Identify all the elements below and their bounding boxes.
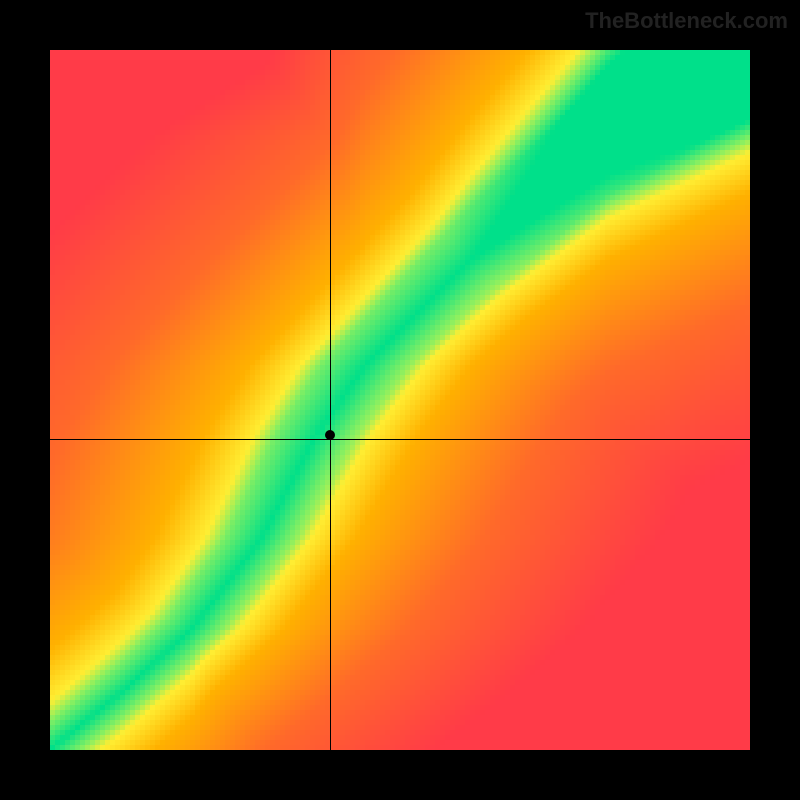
data-point-marker [325,430,335,440]
heatmap-canvas [50,50,750,750]
watermark-text: TheBottleneck.com [585,8,788,34]
chart-container: TheBottleneck.com [0,0,800,800]
plot-area [50,50,750,750]
crosshair-vertical [330,50,331,750]
crosshair-horizontal [50,439,750,440]
